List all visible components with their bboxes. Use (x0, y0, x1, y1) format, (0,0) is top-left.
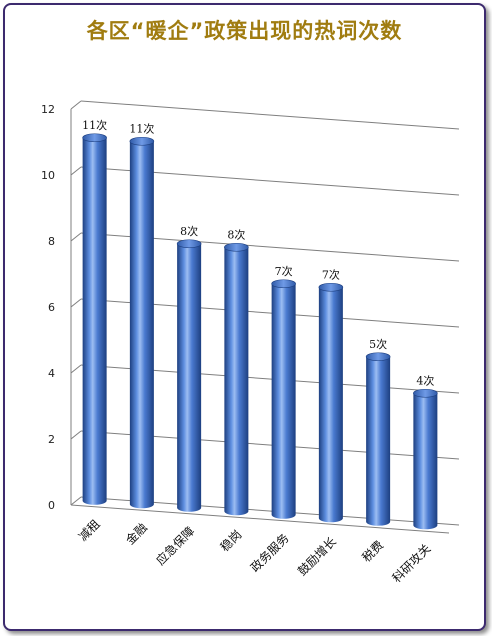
grid-layer (70, 100, 460, 526)
gridline-side (70, 496, 82, 506)
category-label: 应急保障 (153, 523, 198, 568)
bar-税费 (366, 356, 391, 526)
category-label: 稳岗 (217, 527, 245, 555)
data-label: 11次 (129, 121, 154, 135)
bar-cap (224, 242, 249, 252)
y-tick-label: 12 (41, 103, 55, 116)
y-tick-label: 2 (48, 433, 55, 446)
gridline-side (70, 232, 82, 242)
bar-cap (82, 133, 107, 143)
gridline-side (70, 298, 82, 308)
bar-政务服务 (271, 283, 296, 519)
category-label: 税费 (359, 538, 386, 565)
chart-title: 各区“暖企”政策出现的热词次数 (86, 19, 403, 43)
chart-frame: 各区“暖企”政策出现的热词次数 0 2 4 6 8 10 12 11次 11次 8次 8次 7次 7次… (3, 3, 486, 631)
bar-稳岗 (224, 247, 249, 516)
category-label: 政务服务 (247, 530, 292, 575)
y-axis: 0 2 4 6 8 10 12 (41, 103, 450, 534)
x-axis-line (70, 504, 450, 534)
data-label: 8次 (180, 224, 198, 238)
category-label: 科研攻关 (390, 541, 434, 585)
bar-应急保障 (177, 243, 202, 512)
category-label: 减租 (76, 517, 103, 544)
y-tick-label: 10 (41, 169, 55, 182)
bar-鼓励增长 (318, 287, 343, 523)
bar-减租 (82, 137, 107, 505)
data-label: 5次 (369, 337, 387, 351)
bar-cap (365, 352, 391, 362)
bar-科研攻关 (413, 393, 438, 530)
bars-layer (82, 133, 438, 530)
y-tick-label: 4 (48, 367, 55, 380)
bar-金融 (129, 141, 154, 509)
category-label: 金融 (122, 520, 150, 548)
gridline-side (70, 166, 82, 176)
data-label: 4次 (416, 373, 434, 387)
bar-cap (271, 279, 296, 289)
bar-cap (318, 282, 344, 292)
data-labels-layer: 11次 11次 8次 8次 7次 7次 5次 4次 (82, 118, 434, 388)
category-label: 鼓励增长 (295, 534, 339, 578)
gridline-side (70, 364, 82, 374)
bar-chart: 0 2 4 6 8 10 12 11次 11次 8次 8次 7次 7次 5次 4次 减租 金融 应急保障 稳岗政… (41, 100, 460, 585)
y-tick-label: 6 (48, 301, 55, 314)
gridline-side (70, 100, 82, 110)
gridline-side (70, 430, 82, 440)
data-label: 11次 (82, 118, 107, 132)
data-label: 7次 (322, 267, 340, 281)
bar-cap (176, 239, 202, 249)
data-label: 7次 (275, 264, 293, 278)
y-tick-label: 0 (48, 499, 55, 512)
gridline (80, 100, 460, 130)
data-label: 8次 (227, 227, 245, 241)
bar-cap (129, 136, 155, 146)
y-tick-label: 8 (48, 235, 55, 248)
bar-cap (413, 388, 438, 398)
category-labels-layer: 减租 金融 应急保障 稳岗 政务服务 鼓励增长 税费 科研攻关 (76, 517, 434, 585)
